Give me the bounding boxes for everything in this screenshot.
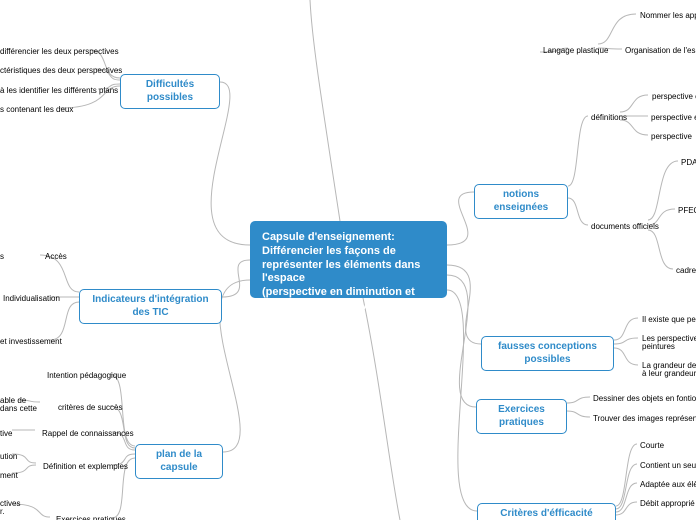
leaf-text: Exercices pratiques: [56, 515, 126, 520]
leaf-text: s contenant les deux: [0, 105, 73, 114]
leaf-text: critères de succès: [58, 403, 122, 412]
leaf-text: perspective en d: [651, 113, 696, 122]
leaf-text: Rappel de connaissances: [42, 429, 134, 438]
leaf-text: Accès: [45, 252, 67, 261]
leaf-text: peintures: [642, 342, 675, 351]
topic-exercices[interactable]: Exercices pratiques: [476, 399, 567, 434]
leaf-text: Organisation de l'espace: [625, 46, 696, 55]
leaf-text: Il existe que peu de: [642, 315, 696, 324]
topic-criteres[interactable]: Critères d'éfficacité d'une vidéo: [477, 503, 616, 520]
leaf-text: Individualisation: [3, 294, 60, 303]
topic-plan[interactable]: plan de la capsule: [135, 444, 223, 479]
leaf-text: à leur grandeur rée: [642, 369, 696, 378]
leaf-text: ment: [0, 471, 18, 480]
leaf-text: r.: [0, 507, 4, 516]
leaf-text: Débit approprié: [640, 499, 695, 508]
leaf-text: Intention pédagogique: [47, 371, 126, 380]
leaf-text: perspective: [651, 132, 692, 141]
leaf-text: Adaptée aux élèves: [640, 480, 696, 489]
mindmap-canvas: Capsule d'enseignement:Différencier les …: [0, 0, 696, 520]
topic-notions[interactable]: notions enseignées: [474, 184, 568, 219]
leaf-text: Trouver des images représentant l'un: [593, 414, 696, 423]
leaf-text: cadre de: [676, 266, 696, 275]
leaf-text: et investissement: [0, 337, 62, 346]
leaf-text: Contient un seul co: [640, 461, 696, 470]
topic-indicateurs[interactable]: Indicateurs d'intégration des TIC: [79, 289, 222, 324]
leaf-text: Dessiner des objets en fontion des pe: [593, 394, 696, 403]
leaf-text: dans cette: [0, 404, 37, 413]
leaf-text: PFEQ: [678, 206, 696, 215]
leaf-text: s: [0, 252, 4, 261]
leaf-text: différencier les deux perspectives: [0, 47, 119, 56]
leaf-text: PDA: [681, 158, 696, 167]
leaf-text: tive: [0, 429, 12, 438]
leaf-text: ctéristiques des deux perspectives: [0, 66, 122, 75]
leaf-text: à les identifier les différents plans: [0, 86, 118, 95]
leaf-text: perspective en c: [652, 92, 696, 101]
leaf-text: documents officiels: [591, 222, 659, 231]
leaf-text: ution: [0, 452, 17, 461]
topic-difficultes[interactable]: Difficultés possibles: [120, 74, 220, 109]
leaf-text: Nommer les appre: [640, 11, 696, 20]
leaf-text: définitions: [591, 113, 627, 122]
topic-fausses[interactable]: fausses conceptions possibles: [481, 336, 614, 371]
leaf-text: Définition et explemples: [43, 462, 128, 471]
leaf-text: Langage plastique: [543, 46, 608, 55]
central-node[interactable]: Capsule d'enseignement:Différencier les …: [250, 221, 447, 298]
leaf-text: Courte: [640, 441, 664, 450]
